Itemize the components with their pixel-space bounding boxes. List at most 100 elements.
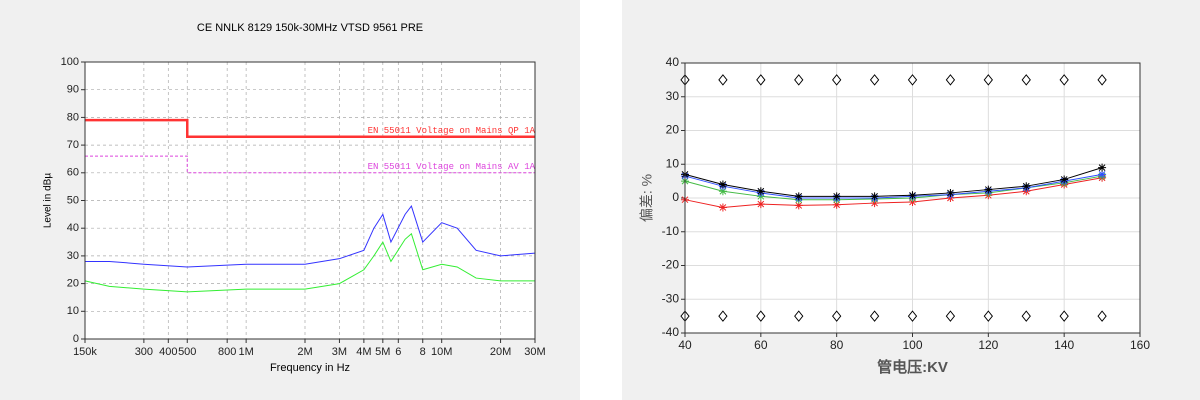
x-tick-label: 100 — [902, 338, 922, 352]
x-tick-label: 400 — [159, 346, 177, 358]
x-tick-label: 3M — [332, 346, 347, 358]
asterisk-marker — [1098, 163, 1107, 172]
diamond-marker — [983, 310, 993, 322]
x-tick-label: 4M — [356, 346, 371, 358]
limit-label: EN 55011 Voltage on Mains AV 1A — [368, 162, 536, 172]
diamond-marker — [945, 310, 956, 322]
diamond-marker — [1059, 74, 1069, 86]
y-tick-label: -30 — [662, 291, 680, 305]
diamond-marker — [907, 74, 918, 86]
diamond-marker — [794, 74, 804, 86]
x-tick-label: 160 — [1130, 338, 1150, 352]
y-tick-label: 10 — [67, 305, 79, 317]
series-line — [684, 167, 1103, 197]
y-tick-label: 50 — [67, 194, 79, 206]
diamond-marker — [832, 74, 842, 86]
asterisk-marker — [1098, 170, 1107, 179]
asterisk-marker — [718, 203, 727, 212]
y-tick-label: 60 — [67, 167, 79, 179]
x-tick-label: 1M — [238, 346, 253, 358]
y-tick-label: 20 — [67, 278, 79, 290]
asterisk-marker — [832, 192, 841, 201]
x-tick-label: 5M — [375, 346, 390, 358]
series-line — [684, 173, 1103, 199]
asterisk-marker — [794, 201, 803, 210]
limit-label: EN 55011 Voltage on Mains QP 1A — [368, 126, 536, 136]
y-axis-label: Level in dBµ — [43, 173, 54, 228]
x-tick-label: 120 — [978, 338, 998, 352]
x-tick-label: 20M — [490, 346, 511, 358]
y-tick-label: 10 — [666, 156, 680, 170]
diamond-marker — [756, 310, 766, 322]
x-tick-label: 800 — [218, 346, 236, 358]
x-tick-label: 140 — [1054, 338, 1074, 352]
series-line — [85, 204, 536, 268]
diamond-marker — [907, 310, 918, 322]
y-tick-label: 90 — [67, 84, 79, 96]
y-tick-label: 30 — [67, 250, 79, 262]
asterisk-marker — [756, 187, 765, 196]
x-tick-label: 40 — [678, 338, 692, 352]
y-tick-label: -10 — [662, 224, 680, 238]
asterisk-marker — [908, 198, 917, 207]
x-tick-label: 300 — [135, 346, 153, 358]
x-tick-label: 8 — [420, 346, 426, 358]
diamond-marker — [1021, 74, 1031, 86]
asterisk-marker — [718, 180, 727, 189]
x-axis-label: Frequency in Hz — [270, 362, 350, 374]
diamond-marker — [794, 310, 804, 322]
y-tick-label: 20 — [666, 123, 680, 137]
x-axis-label: 管电压:KV — [877, 358, 948, 376]
x-tick-label: 150k — [73, 346, 97, 358]
asterisk-marker — [870, 199, 879, 208]
x-tick-label: 2M — [297, 346, 312, 358]
x-tick-label: 6 — [395, 346, 401, 358]
asterisk-marker — [718, 187, 727, 196]
diamond-marker — [718, 310, 728, 322]
series-line — [85, 118, 535, 139]
series-line — [85, 155, 535, 174]
y-tick-label: -20 — [662, 258, 680, 272]
series-line — [84, 232, 535, 293]
y-tick-label: 70 — [67, 139, 79, 151]
asterisk-marker — [946, 188, 955, 197]
y-tick-label: -40 — [662, 325, 680, 339]
asterisk-marker — [908, 191, 917, 200]
y-tick-label: 0 — [73, 333, 79, 345]
plot-frame — [684, 62, 1141, 334]
diamond-marker — [1021, 310, 1031, 322]
diamond-marker — [869, 310, 880, 322]
chart-title: CE NNLK 8129 150k-30MHz VTSD 9561 PRE — [197, 22, 423, 34]
y-tick-label: 40 — [666, 55, 680, 69]
diamond-marker — [1097, 310, 1107, 322]
y-tick-label: 80 — [67, 111, 79, 123]
plot-frame — [84, 61, 536, 340]
y-tick-label: 100 — [61, 56, 79, 68]
asterisk-marker — [756, 200, 765, 209]
diamond-marker — [869, 74, 880, 86]
asterisk-marker — [870, 192, 879, 201]
diamond-marker — [945, 74, 956, 86]
diamond-marker — [1097, 74, 1107, 86]
series-line — [684, 177, 1103, 208]
diamond-marker — [983, 74, 993, 86]
x-tick-label: 500 — [178, 346, 196, 358]
diamond-marker — [756, 74, 766, 86]
asterisk-marker — [984, 185, 993, 194]
x-tick-label: 10M — [431, 346, 452, 358]
asterisk-marker — [794, 192, 803, 201]
y-tick-label: 40 — [67, 222, 79, 234]
diamond-marker — [832, 310, 842, 322]
y-axis-label: 偏差: % — [639, 174, 655, 222]
y-tick-label: 0 — [672, 190, 679, 204]
x-tick-label: 80 — [830, 338, 844, 352]
y-tick-label: 30 — [666, 89, 680, 103]
diamond-marker — [1059, 310, 1069, 322]
asterisk-marker — [832, 200, 841, 209]
asterisk-marker — [1060, 175, 1069, 184]
x-tick-label: 60 — [754, 338, 768, 352]
asterisk-marker — [1022, 182, 1031, 191]
diamond-marker — [718, 74, 728, 86]
